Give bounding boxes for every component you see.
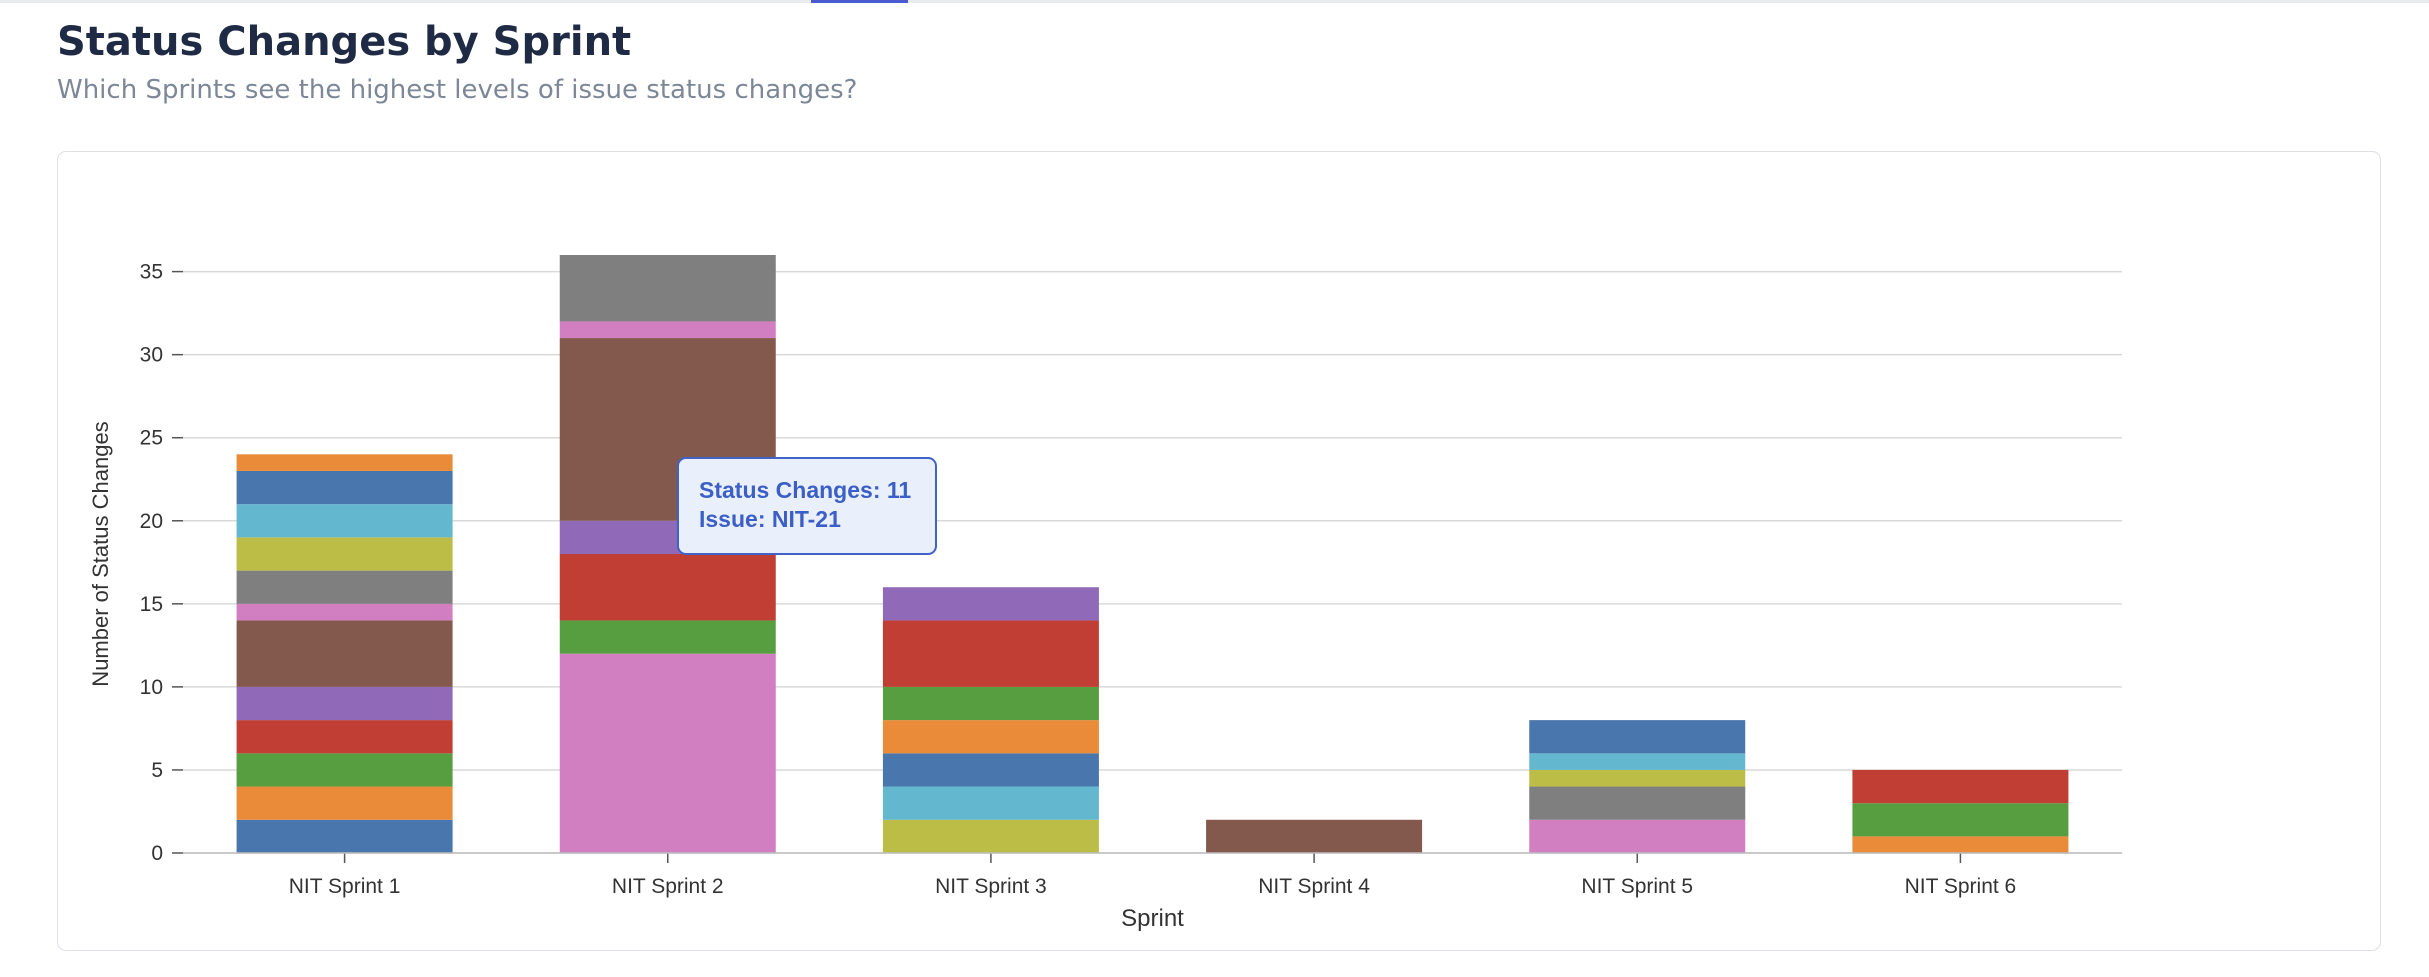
- y-tick-label: 35: [140, 261, 163, 284]
- x-tick-label: NIT Sprint 3: [935, 875, 1047, 898]
- bar-segment: [236, 454, 453, 471]
- bar-segment: [236, 753, 453, 787]
- bar-segment: [236, 603, 453, 621]
- bar-segment: [1852, 803, 2069, 837]
- bar-segment: [1206, 819, 1423, 853]
- x-tick-label: NIT Sprint 5: [1581, 875, 1693, 898]
- x-axis-title: Sprint: [1121, 905, 1184, 932]
- bar-segment: [236, 620, 453, 687]
- gridlines: [183, 270, 2122, 854]
- bar-segment: [559, 255, 776, 322]
- bar-segment: [559, 321, 776, 339]
- bar-segment: [882, 587, 1099, 621]
- bar-segment: [559, 554, 776, 621]
- top-divider: [0, 0, 2429, 3]
- bar-segment: [559, 620, 776, 654]
- bar-segment: [1852, 836, 2069, 853]
- bar-segment: [236, 504, 453, 538]
- bar-segment: [236, 686, 453, 721]
- bar-segment: [236, 786, 453, 820]
- y-tick-label: 10: [140, 676, 163, 699]
- bar-segment: [236, 819, 453, 853]
- bar-segment: [882, 686, 1099, 721]
- chart-card: 0 5 10 15 20 25 30 35 NIT Sprint 1 NIT Sprint 2 NI…: [57, 151, 2381, 951]
- bar-segment: [236, 537, 453, 571]
- x-tick-label: NIT Sprint 1: [289, 875, 401, 898]
- bar-segment: [1529, 786, 1746, 820]
- bar-segment: [882, 753, 1099, 787]
- y-tick-label: 5: [151, 759, 163, 782]
- page-subtitle: Which Sprints see the highest levels of …: [57, 75, 858, 105]
- axes: 0 5 10 15 20 25 30 35 NIT Sprint 1 NIT Sprint 2 NI…: [140, 261, 2122, 898]
- y-tick-label: 30: [140, 344, 163, 367]
- bar-segment: [1529, 720, 1746, 754]
- bar-tooltip: Status Changes: 11 Issue: NIT-21: [677, 457, 937, 555]
- y-axis-title: Number of Status Changes: [88, 421, 113, 686]
- bar-segment: [882, 720, 1099, 754]
- bar-segment: [1529, 753, 1746, 770]
- bar-stacks: [236, 255, 2069, 853]
- bar-segment: [236, 570, 453, 604]
- x-tick-label: NIT Sprint 4: [1258, 875, 1370, 898]
- bar-segment: [236, 470, 453, 505]
- bar-segment: [1529, 769, 1746, 787]
- bar-segment: [882, 620, 1099, 687]
- tooltip-issue: Issue: NIT-21: [699, 506, 841, 532]
- stacked-bar-chart: 0 5 10 15 20 25 30 35 NIT Sprint 1 NIT Sprint 2 NI…: [88, 255, 2122, 932]
- bar-segment: [236, 720, 453, 754]
- x-tick-label: NIT Sprint 2: [612, 875, 724, 898]
- x-tick-label: NIT Sprint 6: [1905, 875, 2017, 898]
- tooltip-status-changes: Status Changes: 11: [699, 477, 912, 503]
- bar-segment: [559, 653, 776, 853]
- bar-segment: [882, 819, 1099, 853]
- y-tick-label: 0: [151, 842, 163, 865]
- y-tick-label: 15: [140, 593, 163, 616]
- active-tab-indicator: [811, 0, 908, 3]
- bar-segment: [1529, 819, 1746, 853]
- bar-segment: [1852, 769, 2069, 804]
- bar-segment: [882, 786, 1099, 820]
- page-title: Status Changes by Sprint: [57, 19, 632, 65]
- y-tick-label: 20: [140, 510, 163, 533]
- y-tick-label: 25: [140, 427, 163, 450]
